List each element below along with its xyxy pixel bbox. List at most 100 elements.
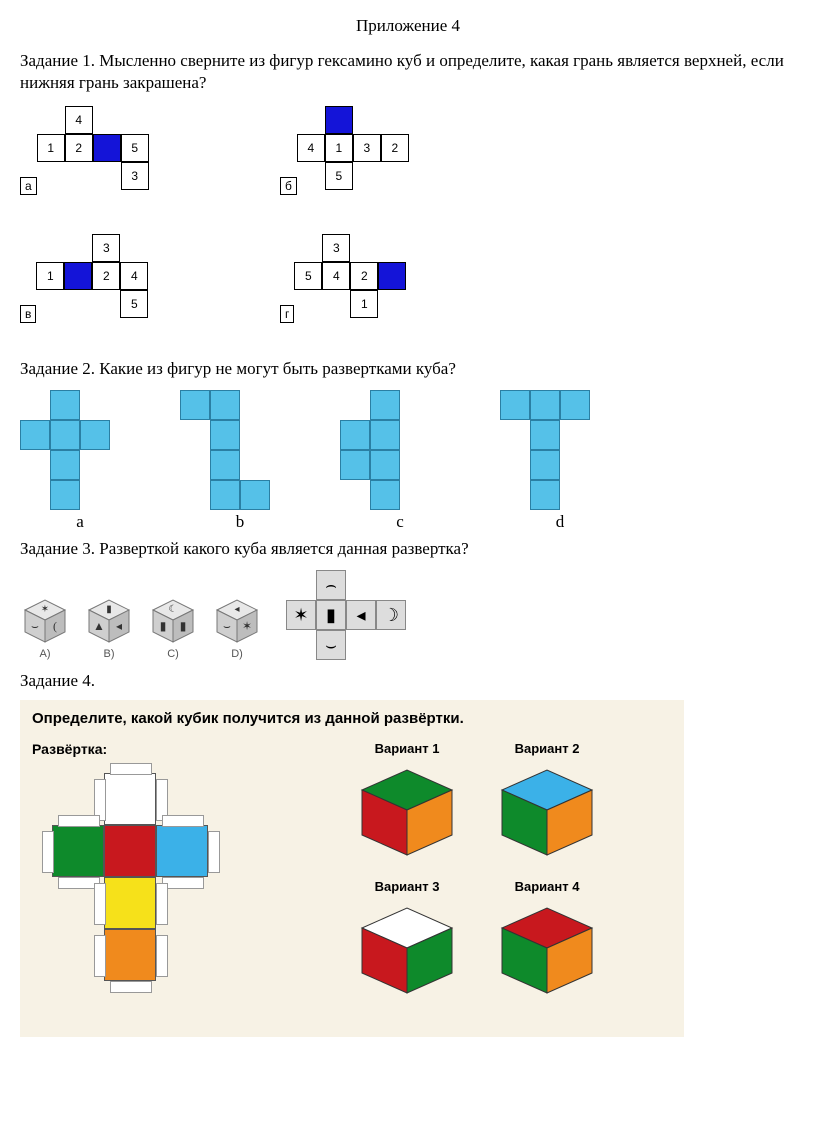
net-cell: 3 [121,162,149,190]
task4-panel: Определите, какой кубик получится из дан… [20,700,684,1037]
net-cell: 1 [36,262,64,290]
net-tag: б [280,177,297,195]
hex-square [50,480,80,510]
net-cell: 2 [381,134,409,162]
variant-label: Вариант 3 [352,879,462,894]
svg-text:▮: ▮ [160,619,167,633]
hex-square [50,390,80,420]
task4-variants: Вариант 1 Вариант 2 Вариант 3 Вариант 4 [352,741,602,1003]
svg-text:✶: ✶ [41,604,49,615]
task4-face [104,929,156,981]
variant-label: Вариант 4 [492,879,602,894]
svg-text:◂: ◂ [234,604,239,615]
task3-cube-option: ☾ ▮ ▮ C) [148,596,198,660]
task1-nets: а41253б41325в31245г35421 [20,102,796,350]
task4-face [104,825,156,877]
net-cell: 1 [325,134,353,162]
task1-text: Задание 1. Мысленно сверните из фигур ге… [20,50,796,94]
hexomino [500,390,620,510]
svg-text:◂: ◂ [116,619,122,633]
task4-variant: Вариант 2 [492,741,602,865]
net-cell: 1 [37,134,65,162]
task3-face: ✶ [286,600,316,630]
hex-square [370,450,400,480]
task2-text: Задание 2. Какие из фигур не могут быть … [20,358,796,380]
net-cell: 5 [120,290,148,318]
net-cell: 3 [353,134,381,162]
task2-shapes: abcd [20,390,796,532]
task3-face: ⌣ [316,630,346,660]
hex-square [210,390,240,420]
net-cell: 5 [121,134,149,162]
net-cell-filled [325,106,353,134]
task4-unfold [32,763,252,1023]
hex-square [370,390,400,420]
net-cell: 3 [322,234,350,262]
hex-label: b [180,512,300,532]
hex-square [210,450,240,480]
hex-label: a [20,512,140,532]
net-cell: 4 [322,262,350,290]
net-cell: 5 [325,162,353,190]
hex-square [530,450,560,480]
hex-square [210,420,240,450]
task4-variant: Вариант 4 [492,879,602,1003]
hex-square [530,420,560,450]
svg-text:☾: ☾ [169,604,178,615]
hexomino [340,390,460,510]
task3-cube-option: ◂ ⌣ ✶ D) [212,596,262,660]
task4-heading: Определите, какой кубик получится из дан… [32,710,672,727]
net-tag: а [20,177,37,195]
task3-cube-label: A) [20,648,70,660]
page-title: Приложение 4 [20,16,796,36]
hex-square [50,450,80,480]
task3-cube-option: ✶ ⌣ ( A) [20,596,70,660]
task4-variant: Вариант 1 [352,741,462,865]
task3-cube-option: ▮ ▲ ◂ B) [84,596,134,660]
net-cell: 3 [92,234,120,262]
net-cell: 4 [297,134,325,162]
variant-label: Вариант 2 [492,741,602,756]
svg-text:✶: ✶ [242,619,252,633]
task3-cube-label: D) [212,648,262,660]
net-cell-filled [378,262,406,290]
task3-face: ▮ [316,600,346,630]
hex-square [500,390,530,420]
net-cell: 4 [65,106,93,134]
hex-square [370,480,400,510]
hexomino [20,390,140,510]
hex-square [370,420,400,450]
task4-variant: Вариант 3 [352,879,462,1003]
svg-text:⌣: ⌣ [223,619,231,633]
task3-face: ⌢ [316,570,346,600]
task4-text: Задание 4. [20,670,796,692]
hex-square [560,390,590,420]
net-tag: в [20,305,36,323]
hex-square [180,390,210,420]
hex-square [340,420,370,450]
task4-face [52,825,104,877]
task3-row: ✶ ⌣ ( A) ▮ ▲ ◂ B) ☾ ▮ ▮ C) ◂ ⌣ ✶ D) ⌢✶▮◂☽… [20,570,796,660]
svg-text:(: ( [53,619,57,633]
hex-square [50,420,80,450]
svg-text:▮: ▮ [106,604,112,615]
svg-text:⌣: ⌣ [31,619,39,633]
hex-label: c [340,512,460,532]
hex-square [340,450,370,480]
net-tag: г [280,305,294,323]
net-cell: 1 [350,290,378,318]
net-cell-filled [93,134,121,162]
hex-square [530,390,560,420]
hex-square [210,480,240,510]
net-cell-filled [64,262,92,290]
task3-face: ◂ [346,600,376,630]
hex-square [80,420,110,450]
task4-face [156,825,208,877]
hex-square [20,420,50,450]
task3-unfold: ⌢✶▮◂☽⌣ [276,570,436,660]
task3-text: Задание 3. Разверткой какого куба являет… [20,538,796,560]
variant-label: Вариант 1 [352,741,462,756]
net-cell: 4 [120,262,148,290]
net-cell: 2 [92,262,120,290]
svg-text:▲: ▲ [93,619,105,633]
